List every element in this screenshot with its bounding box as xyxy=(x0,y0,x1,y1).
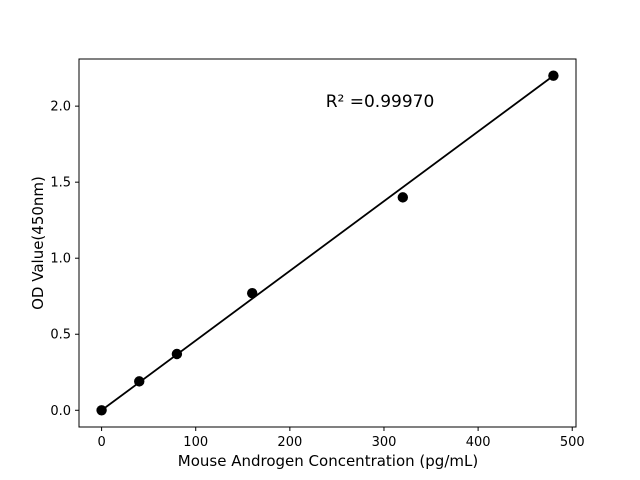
fit-line xyxy=(101,75,554,411)
data-point xyxy=(134,376,145,387)
data-series xyxy=(96,70,559,416)
y-tick-label: 1.0 xyxy=(50,252,71,267)
plot-frame xyxy=(78,58,577,428)
data-point xyxy=(96,405,107,416)
data-point xyxy=(548,70,559,81)
x-tick-label: 400 xyxy=(466,435,491,450)
y-tick-label: 2.0 xyxy=(50,100,71,115)
x-tick-label: 100 xyxy=(183,435,208,450)
x-tick-label: 0 xyxy=(97,435,105,450)
y-tick-label: 0.0 xyxy=(50,404,71,419)
data-point xyxy=(397,192,409,203)
y-axis-label: OD Value(450nm) xyxy=(29,176,47,310)
x-axis-label: Mouse Androgen Concentration (pg/mL) xyxy=(178,452,478,470)
x-tick-label: 200 xyxy=(277,435,302,450)
x-tick-label: 300 xyxy=(372,435,397,450)
r-squared-annotation: R² =0.99970 xyxy=(326,92,435,112)
y-tick-label: 1.5 xyxy=(50,176,71,191)
x-tick-label: 500 xyxy=(560,435,585,450)
y-tick-label: 0.5 xyxy=(50,328,71,343)
data-point xyxy=(246,287,258,299)
axes-ticks: 0 100 200 300 400 500 0.0 0.5 1.0 1.5 2.0 xyxy=(50,100,584,450)
data-point xyxy=(171,348,183,360)
